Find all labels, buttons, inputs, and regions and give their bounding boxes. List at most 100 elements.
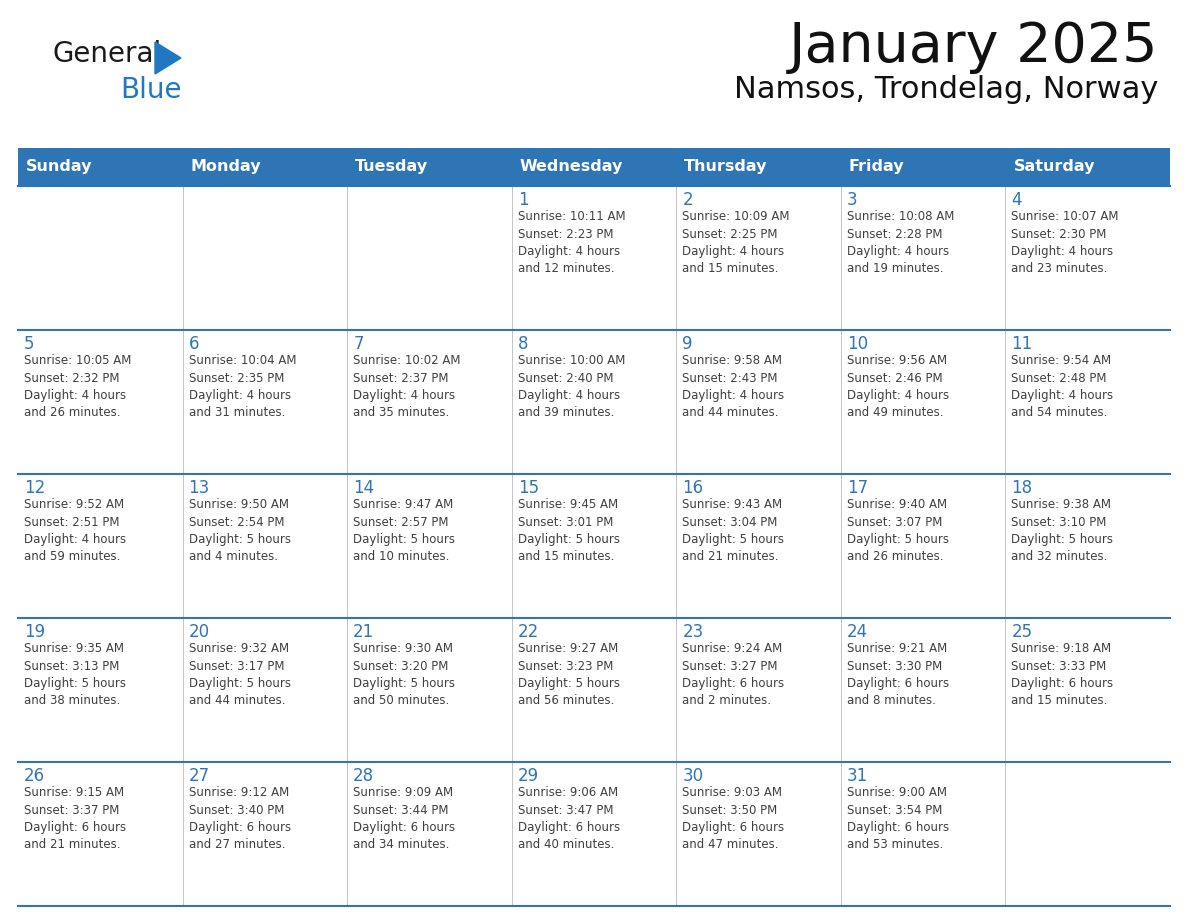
Text: Sunrise: 10:11 AM
Sunset: 2:23 PM
Daylight: 4 hours
and 12 minutes.: Sunrise: 10:11 AM Sunset: 2:23 PM Daylig… [518, 210, 625, 275]
Bar [347, 148, 512, 186]
Bar [1005, 618, 1170, 762]
Bar [18, 148, 183, 186]
Text: 8: 8 [518, 335, 529, 353]
Text: Sunrise: 9:30 AM
Sunset: 3:20 PM
Daylight: 5 hours
and 50 minutes.: Sunrise: 9:30 AM Sunset: 3:20 PM Dayligh… [353, 642, 455, 708]
Text: Sunrise: 9:21 AM
Sunset: 3:30 PM
Daylight: 6 hours
and 8 minutes.: Sunrise: 9:21 AM Sunset: 3:30 PM Dayligh… [847, 642, 949, 708]
Bar [183, 762, 347, 906]
Text: 17: 17 [847, 479, 868, 497]
Text: 16: 16 [682, 479, 703, 497]
Text: Sunrise: 10:05 AM
Sunset: 2:32 PM
Daylight: 4 hours
and 26 minutes.: Sunrise: 10:05 AM Sunset: 2:32 PM Daylig… [24, 354, 132, 420]
Text: General: General [52, 40, 162, 68]
Text: Monday: Monday [190, 160, 261, 174]
Text: 26: 26 [24, 767, 45, 785]
Text: 4: 4 [1011, 191, 1022, 209]
Bar [347, 186, 512, 330]
Bar [512, 186, 676, 330]
Text: 22: 22 [518, 623, 539, 641]
Text: Sunrise: 9:47 AM
Sunset: 2:57 PM
Daylight: 5 hours
and 10 minutes.: Sunrise: 9:47 AM Sunset: 2:57 PM Dayligh… [353, 498, 455, 564]
Bar [183, 186, 347, 330]
Text: Sunrise: 9:03 AM
Sunset: 3:50 PM
Daylight: 6 hours
and 47 minutes.: Sunrise: 9:03 AM Sunset: 3:50 PM Dayligh… [682, 786, 784, 852]
Text: 2: 2 [682, 191, 693, 209]
Bar [676, 330, 841, 474]
Bar [183, 148, 347, 186]
Text: Sunrise: 9:52 AM
Sunset: 2:51 PM
Daylight: 4 hours
and 59 minutes.: Sunrise: 9:52 AM Sunset: 2:51 PM Dayligh… [24, 498, 126, 564]
Text: Sunrise: 9:06 AM
Sunset: 3:47 PM
Daylight: 6 hours
and 40 minutes.: Sunrise: 9:06 AM Sunset: 3:47 PM Dayligh… [518, 786, 620, 852]
Polygon shape [154, 42, 181, 74]
Bar [512, 618, 676, 762]
Text: 6: 6 [189, 335, 200, 353]
Text: 15: 15 [518, 479, 539, 497]
Bar [18, 618, 183, 762]
Bar [676, 762, 841, 906]
Text: 19: 19 [24, 623, 45, 641]
Bar [183, 618, 347, 762]
Text: 21: 21 [353, 623, 374, 641]
Text: 9: 9 [682, 335, 693, 353]
Text: 20: 20 [189, 623, 210, 641]
Bar [512, 330, 676, 474]
Text: Sunrise: 9:38 AM
Sunset: 3:10 PM
Daylight: 5 hours
and 32 minutes.: Sunrise: 9:38 AM Sunset: 3:10 PM Dayligh… [1011, 498, 1113, 564]
Text: Sunrise: 9:54 AM
Sunset: 2:48 PM
Daylight: 4 hours
and 54 minutes.: Sunrise: 9:54 AM Sunset: 2:48 PM Dayligh… [1011, 354, 1113, 420]
Bar [347, 330, 512, 474]
Bar [676, 148, 841, 186]
Text: Sunrise: 9:18 AM
Sunset: 3:33 PM
Daylight: 6 hours
and 15 minutes.: Sunrise: 9:18 AM Sunset: 3:33 PM Dayligh… [1011, 642, 1113, 708]
Text: Sunrise: 9:56 AM
Sunset: 2:46 PM
Daylight: 4 hours
and 49 minutes.: Sunrise: 9:56 AM Sunset: 2:46 PM Dayligh… [847, 354, 949, 420]
Text: Sunday: Sunday [26, 160, 93, 174]
Text: Sunrise: 9:27 AM
Sunset: 3:23 PM
Daylight: 5 hours
and 56 minutes.: Sunrise: 9:27 AM Sunset: 3:23 PM Dayligh… [518, 642, 620, 708]
Bar [512, 762, 676, 906]
Text: Sunrise: 9:43 AM
Sunset: 3:04 PM
Daylight: 5 hours
and 21 minutes.: Sunrise: 9:43 AM Sunset: 3:04 PM Dayligh… [682, 498, 784, 564]
Text: Sunrise: 9:15 AM
Sunset: 3:37 PM
Daylight: 6 hours
and 21 minutes.: Sunrise: 9:15 AM Sunset: 3:37 PM Dayligh… [24, 786, 126, 852]
Text: Thursday: Thursday [684, 160, 767, 174]
Bar [841, 330, 1005, 474]
Bar [18, 474, 183, 618]
Bar [183, 330, 347, 474]
Text: Sunrise: 9:09 AM
Sunset: 3:44 PM
Daylight: 6 hours
and 34 minutes.: Sunrise: 9:09 AM Sunset: 3:44 PM Dayligh… [353, 786, 455, 852]
Text: 23: 23 [682, 623, 703, 641]
Bar [18, 186, 183, 330]
Text: Sunrise: 10:07 AM
Sunset: 2:30 PM
Daylight: 4 hours
and 23 minutes.: Sunrise: 10:07 AM Sunset: 2:30 PM Daylig… [1011, 210, 1119, 275]
Bar [1005, 148, 1170, 186]
Text: Saturday: Saturday [1013, 160, 1095, 174]
Text: 18: 18 [1011, 479, 1032, 497]
Text: Sunrise: 9:58 AM
Sunset: 2:43 PM
Daylight: 4 hours
and 44 minutes.: Sunrise: 9:58 AM Sunset: 2:43 PM Dayligh… [682, 354, 784, 420]
Bar [183, 474, 347, 618]
Text: Friday: Friday [849, 160, 904, 174]
Bar [512, 474, 676, 618]
Bar [841, 618, 1005, 762]
Bar [347, 618, 512, 762]
Text: Sunrise: 9:35 AM
Sunset: 3:13 PM
Daylight: 5 hours
and 38 minutes.: Sunrise: 9:35 AM Sunset: 3:13 PM Dayligh… [24, 642, 126, 708]
Bar [1005, 330, 1170, 474]
Bar [676, 186, 841, 330]
Text: Sunrise: 10:09 AM
Sunset: 2:25 PM
Daylight: 4 hours
and 15 minutes.: Sunrise: 10:09 AM Sunset: 2:25 PM Daylig… [682, 210, 790, 275]
Text: Namsos, Trondelag, Norway: Namsos, Trondelag, Norway [734, 75, 1158, 104]
Bar [676, 474, 841, 618]
Bar [841, 762, 1005, 906]
Text: 14: 14 [353, 479, 374, 497]
Bar [841, 186, 1005, 330]
Text: January 2025: January 2025 [789, 20, 1158, 74]
Text: Sunrise: 9:45 AM
Sunset: 3:01 PM
Daylight: 5 hours
and 15 minutes.: Sunrise: 9:45 AM Sunset: 3:01 PM Dayligh… [518, 498, 620, 564]
Text: Sunrise: 9:00 AM
Sunset: 3:54 PM
Daylight: 6 hours
and 53 minutes.: Sunrise: 9:00 AM Sunset: 3:54 PM Dayligh… [847, 786, 949, 852]
Text: Tuesday: Tuesday [355, 160, 428, 174]
Bar [512, 148, 676, 186]
Text: Sunrise: 10:08 AM
Sunset: 2:28 PM
Daylight: 4 hours
and 19 minutes.: Sunrise: 10:08 AM Sunset: 2:28 PM Daylig… [847, 210, 954, 275]
Text: 24: 24 [847, 623, 868, 641]
Text: 13: 13 [189, 479, 210, 497]
Text: 29: 29 [518, 767, 539, 785]
Text: Sunrise: 9:50 AM
Sunset: 2:54 PM
Daylight: 5 hours
and 4 minutes.: Sunrise: 9:50 AM Sunset: 2:54 PM Dayligh… [189, 498, 291, 564]
Text: Wednesday: Wednesday [519, 160, 623, 174]
Bar [841, 474, 1005, 618]
Text: Blue: Blue [120, 76, 182, 104]
Text: 1: 1 [518, 191, 529, 209]
Text: Sunrise: 10:00 AM
Sunset: 2:40 PM
Daylight: 4 hours
and 39 minutes.: Sunrise: 10:00 AM Sunset: 2:40 PM Daylig… [518, 354, 625, 420]
Text: Sunrise: 9:32 AM
Sunset: 3:17 PM
Daylight: 5 hours
and 44 minutes.: Sunrise: 9:32 AM Sunset: 3:17 PM Dayligh… [189, 642, 291, 708]
Text: Sunrise: 10:02 AM
Sunset: 2:37 PM
Daylight: 4 hours
and 35 minutes.: Sunrise: 10:02 AM Sunset: 2:37 PM Daylig… [353, 354, 461, 420]
Bar [347, 762, 512, 906]
Text: 7: 7 [353, 335, 364, 353]
Text: 27: 27 [189, 767, 210, 785]
Bar [18, 330, 183, 474]
Text: 31: 31 [847, 767, 868, 785]
Bar [676, 618, 841, 762]
Text: 28: 28 [353, 767, 374, 785]
Bar [841, 148, 1005, 186]
